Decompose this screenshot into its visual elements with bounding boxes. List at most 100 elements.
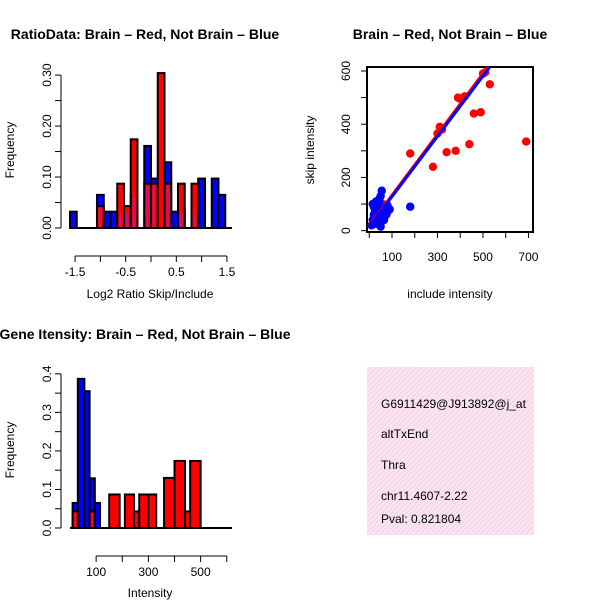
intensity-x-tick-label-1: 300	[138, 565, 158, 579]
info-tissue: Thra	[381, 458, 406, 472]
scatter-ylabel: skip intensity	[303, 116, 317, 185]
ratio-y-tick-label-2: 0.20	[40, 114, 54, 138]
scatter-point-red-15	[469, 109, 479, 118]
info-hatch-line	[537, 367, 600, 535]
info-hatch-line	[367, 367, 481, 481]
info-hatch-line	[421, 422, 534, 535]
scatter-y-tick-label-0: 0	[339, 227, 353, 234]
ratio-histogram-title: RatioData: Brain – Red, Not Brain – Blue	[11, 26, 280, 42]
ratio-overlap-1-0	[98, 208, 102, 227]
intensity-x-tick-label-0: 100	[86, 565, 106, 579]
ratio-overlap-11-8	[179, 213, 183, 227]
scatter-point-red-10	[451, 146, 460, 156]
intensity-bar-red-8	[173, 459, 186, 530]
info-hatch-line	[406, 407, 534, 535]
info-hatch-line	[367, 367, 371, 371]
scatter-point-blue-30	[378, 213, 388, 222]
info-hatch-line	[486, 487, 534, 535]
info-hatch-line	[367, 367, 406, 406]
intensity-bar-red-10	[189, 459, 202, 530]
info-hatch-line	[446, 447, 534, 535]
scatter-point-red-9	[442, 147, 451, 157]
ratio-histogram-x-axis: -1.5 -0.5 0.5 1.5	[65, 255, 236, 279]
scatter-panel: Brain – Red, Not Brain – Blue 100 300 500 7…	[303, 26, 547, 301]
scatter-point-red-14	[465, 139, 474, 149]
info-hatch-line	[367, 367, 476, 476]
scatter-point-red-19	[485, 80, 494, 89]
info-hatch-line	[456, 457, 534, 535]
info-hatch-line	[426, 427, 534, 535]
info-hatch-line	[367, 367, 446, 446]
intensity-histogram-title: Gene Itensity: Brain – Red, Not Brain – …	[0, 326, 291, 342]
scatter-title: Brain – Red, Not Brain – Blue	[353, 26, 548, 42]
info-hatch-line	[542, 367, 600, 535]
ratio-overlap-4-1	[119, 213, 123, 227]
intensity-y-tick-label-0: 0.0	[40, 519, 54, 536]
intensity-overlap-0-0	[74, 513, 76, 527]
scatter-point-blue-24	[385, 205, 394, 214]
intensity-histogram-xlabel: Intensity	[128, 586, 173, 600]
info-hatch-line	[367, 367, 471, 471]
ratio-overlap-12-9	[193, 213, 197, 227]
ratio-x-tick-label-2: 0.5	[168, 265, 185, 279]
info-box-hatching	[367, 367, 600, 535]
scatter-point-red-16	[476, 108, 485, 117]
info-hatch-line	[401, 402, 534, 535]
info-hatch-line	[367, 367, 466, 466]
scatter-fit-fit_blue	[368, 66, 491, 228]
info-hatch-line	[466, 467, 534, 535]
info-hatch-line	[476, 477, 534, 535]
scatter-y-tick-label-3: 600	[339, 61, 353, 81]
scatter-y-tick-label-1: 200	[339, 167, 353, 187]
info-hatch-line	[367, 367, 496, 496]
info-event: altTxEnd	[381, 427, 428, 441]
scatter-point-red-20	[521, 137, 531, 146]
ratio-overlap-6-3	[132, 196, 136, 227]
info-hatch-line	[526, 527, 534, 535]
intensity-histogram-panel: Gene Itensity: Brain – Red, Not Brain – …	[0, 326, 291, 600]
scatter-point-blue-25	[375, 194, 384, 203]
ratio-y-tick-label-3: 0.30	[40, 63, 54, 87]
info-hatch-line	[367, 367, 391, 391]
info-hatch-line	[367, 367, 501, 501]
info-hatch-line	[416, 417, 534, 535]
ratio-overlap-8-5	[153, 185, 156, 227]
info-hatch-line	[396, 397, 534, 535]
scatter-x-tick-label-2: 500	[473, 250, 493, 264]
ratio-y-tick-label-0: 0.00	[40, 216, 54, 240]
scatter-x-tick-label-0: 100	[382, 250, 402, 264]
ratio-histogram-bars	[69, 72, 232, 230]
scatter-xlabel: include intensity	[407, 287, 492, 301]
info-id-line: G6911429@J913892@j_at	[381, 397, 527, 411]
ratio-histogram-y-axis: 0.00 0.10 0.20 0.30	[40, 63, 62, 240]
info-hatch-line	[367, 367, 411, 411]
intensity-y-tick-label-4: 0.4	[40, 365, 54, 382]
intensity-histogram-x-axis: 100 300 500	[86, 555, 228, 579]
info-hatch-line	[367, 367, 451, 451]
info-hatch-line	[431, 432, 534, 535]
info-hatch-line	[531, 532, 534, 535]
info-hatch-line	[367, 367, 486, 486]
info-hatch-line	[501, 502, 534, 535]
info-hatch-line	[491, 492, 534, 535]
ratio-x-tick-label-0: -1.5	[65, 265, 86, 279]
info-hatch-line	[461, 462, 534, 535]
intensity-bar-red-7	[163, 476, 176, 529]
info-hatch-line	[367, 367, 401, 401]
info-hatch-line	[367, 367, 376, 376]
info-hatch-line	[367, 367, 386, 386]
intensity-overlap-3-1	[91, 513, 93, 527]
scatter-point-blue-9	[377, 186, 386, 195]
scatter-point-blue-31	[406, 202, 415, 211]
intensity-y-tick-label-3: 0.3	[40, 404, 54, 421]
info-hatch-line	[496, 497, 534, 535]
scatter-x-tick-label-3: 700	[518, 250, 538, 264]
ratio-bar-red-6	[156, 72, 166, 230]
ratio-histogram-ylabel: Frequency	[3, 122, 17, 179]
ratio-y-tick-label-1: 0.10	[40, 165, 54, 189]
info-hatch-line	[436, 437, 534, 535]
scatter-fit-lines	[368, 66, 491, 228]
intensity-bar-red-2	[108, 493, 121, 530]
info-hatch-line	[367, 367, 531, 531]
